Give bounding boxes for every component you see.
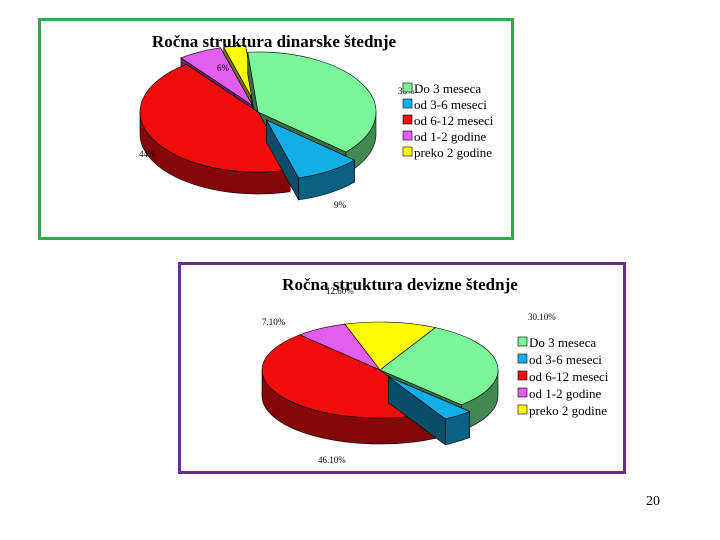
legend-label-preko-2-godine: preko 2 godine [529, 403, 607, 418]
legend-swatch-od-3-6-meseci [517, 353, 528, 364]
chart-title: Ročna struktura dinarske štednje [152, 32, 397, 51]
slice-od-3-6-meseci [265, 118, 356, 202]
legend-swatch-od-6-12-meseci [517, 370, 528, 381]
legend-swatch-preko-2-godine [517, 404, 528, 415]
data-label-od-3-6-meseci: 9% [334, 200, 347, 210]
data-label-preko-2-godine: 12.60% [326, 286, 354, 296]
legend-label-do-3-meseca: Do 3 meseca [414, 81, 481, 96]
legend-label-od-1-2-godine: od 1-2 godine [529, 386, 601, 401]
legend-swatch-od-6-12-meseci [402, 114, 413, 125]
legend-label-od-1-2-godine: od 1-2 godine [414, 129, 486, 144]
pie-chart-2: 30.10% 46.10% 7.10% 12.60%Ročna struktura d… [261, 275, 609, 465]
legend-swatch-preko-2-godine [402, 146, 413, 157]
data-label-od-6-12-meseci: 46.10% [318, 455, 346, 465]
legend: Do 3 meseca od 3-6 meseci od 6-12 meseci od… [517, 335, 609, 418]
legend-label-do-3-meseca: Do 3 meseca [529, 335, 596, 350]
slice-od-6-12-meseci [139, 63, 291, 195]
slice-od-3-6-meseci [387, 376, 471, 446]
data-label-od-1-2-godine: 7.10% [262, 317, 286, 327]
legend-swatch-od-3-6-meseci [402, 98, 413, 109]
legend-label-od-6-12-meseci: od 6-12 meseci [414, 113, 494, 128]
data-label-do-3-meseca: 30.10% [528, 312, 556, 322]
legend-label-od-6-12-meseci: od 6-12 meseci [529, 369, 609, 384]
page-number: 20 [646, 494, 660, 509]
legend-swatch-od-1-2-godine [517, 387, 528, 398]
legend-swatch-do-3-meseca [517, 336, 528, 347]
legend-swatch-do-3-meseca [402, 82, 413, 93]
data-label-od-1-2-godine: 6% [217, 63, 230, 73]
legend-label-preko-2-godine: preko 2 godine [414, 145, 492, 160]
legend-label-od-3-6-meseci: od 3-6 meseci [414, 97, 487, 112]
legend-swatch-od-1-2-godine [402, 130, 413, 141]
data-label-od-6-12-meseci: 44% [139, 149, 156, 159]
legend-label-od-3-6-meseci: od 3-6 meseci [529, 352, 602, 367]
pie-chart-1: 38%9%44%6%Ročna struktura dinarske štedn… [139, 32, 494, 210]
chart-title: Ročna struktura devizne štednje [282, 275, 518, 294]
